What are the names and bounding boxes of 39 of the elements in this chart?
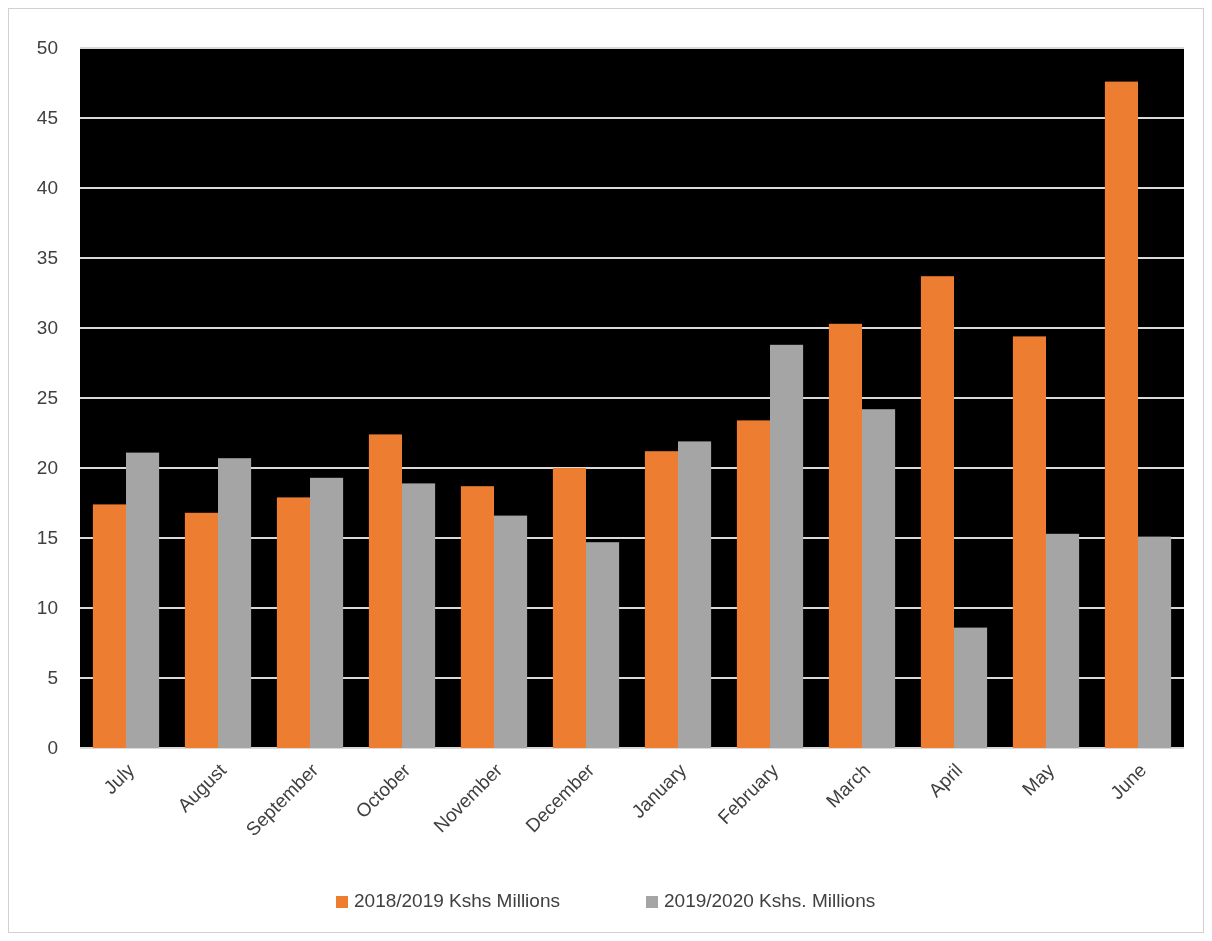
x-tick-label: July bbox=[99, 759, 139, 799]
bar bbox=[678, 441, 712, 748]
bar bbox=[644, 451, 678, 748]
y-tick-label: 0 bbox=[47, 737, 58, 758]
bar bbox=[1104, 81, 1138, 748]
bar bbox=[126, 452, 160, 748]
bar bbox=[1046, 533, 1080, 748]
y-tick-label: 45 bbox=[36, 107, 58, 128]
bar bbox=[828, 323, 862, 748]
bar bbox=[368, 434, 402, 748]
y-tick-label: 40 bbox=[36, 177, 58, 198]
bar bbox=[862, 409, 896, 748]
legend-label: 2018/2019 Kshs Millions bbox=[354, 890, 560, 911]
bar bbox=[1012, 336, 1046, 748]
bar bbox=[494, 515, 528, 748]
y-tick-label: 30 bbox=[36, 317, 58, 338]
y-tick-label: 5 bbox=[47, 667, 58, 688]
y-tick-label: 25 bbox=[36, 387, 58, 408]
y-tick-label: 35 bbox=[36, 247, 58, 268]
y-tick-label: 50 bbox=[36, 37, 58, 58]
bar bbox=[276, 497, 310, 748]
bar bbox=[1138, 536, 1172, 748]
y-tick-label: 10 bbox=[36, 597, 58, 618]
bar bbox=[770, 344, 804, 748]
bar bbox=[218, 458, 252, 748]
bar bbox=[184, 512, 218, 748]
bar bbox=[586, 542, 620, 748]
bar bbox=[920, 276, 954, 748]
y-tick-label: 20 bbox=[36, 457, 58, 478]
bar bbox=[310, 477, 344, 748]
bar bbox=[402, 483, 436, 748]
x-tick-label: May bbox=[1017, 759, 1059, 800]
bar bbox=[92, 504, 126, 748]
bar bbox=[954, 627, 988, 748]
bar bbox=[460, 486, 494, 748]
legend-label: 2019/2020 Kshs. Millions bbox=[664, 890, 876, 911]
bar bbox=[736, 420, 770, 748]
y-tick-label: 15 bbox=[36, 527, 58, 548]
bar bbox=[552, 468, 586, 748]
